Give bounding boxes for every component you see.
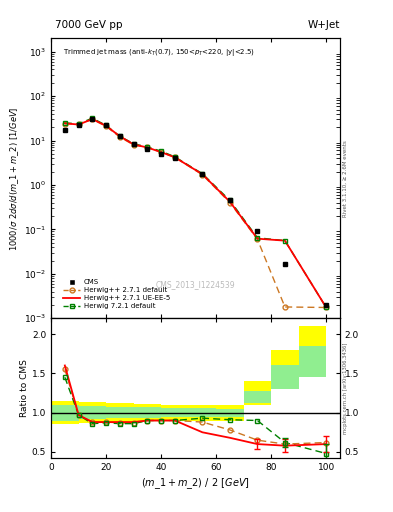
Text: CMS_2013_I1224539: CMS_2013_I1224539 (156, 280, 235, 289)
Text: 7000 GeV pp: 7000 GeV pp (55, 20, 123, 31)
Text: W+Jet: W+Jet (308, 20, 340, 31)
Text: Trimmed jet mass (anti-$k_T$(0.7), 150<$p_T$<220, |y|<2.5): Trimmed jet mass (anti-$k_T$(0.7), 150<$… (62, 47, 255, 58)
X-axis label: $(m\_1 + m\_2)\ /\ 2\ [GeV]$: $(m\_1 + m\_2)\ /\ 2\ [GeV]$ (141, 476, 250, 491)
Legend: CMS, Herwig++ 2.7.1 default, Herwig++ 2.7.1 UE-EE-5, Herwig 7.2.1 default: CMS, Herwig++ 2.7.1 default, Herwig++ 2.… (61, 276, 173, 312)
Text: Rivet 3.1.10, ≥ 2.6M events: Rivet 3.1.10, ≥ 2.6M events (343, 140, 348, 217)
Text: mcplots.cern.ch [arXiv:1306.3436]: mcplots.cern.ch [arXiv:1306.3436] (343, 343, 348, 434)
Y-axis label: Ratio to CMS: Ratio to CMS (20, 359, 29, 417)
Y-axis label: $1000/\sigma\ 2d\sigma/d(m\_1 + m\_2)\ [1/GeV]$: $1000/\sigma\ 2d\sigma/d(m\_1 + m\_2)\ [… (8, 106, 21, 250)
